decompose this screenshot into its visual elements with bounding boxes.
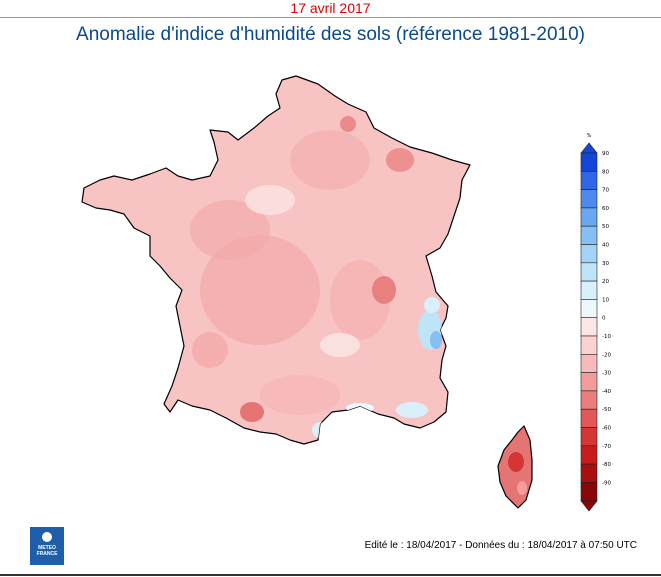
- colorbar-tick-label: 90: [602, 151, 609, 157]
- colorbar-segment: [580, 152, 598, 172]
- colorbar-tick-label: -20: [602, 352, 611, 358]
- colorbar-segment: [580, 482, 598, 501]
- logo-emblem: [42, 532, 52, 542]
- colorbar-segment: [580, 463, 598, 483]
- colorbar-segment: [580, 299, 598, 318]
- colorbar-bottom-arrow: [580, 500, 598, 512]
- colorbar-segment: [580, 390, 598, 410]
- map-title: Anomalie d'indice d'humidité des sols (r…: [76, 24, 585, 45]
- colorbar-unit: %: [587, 133, 592, 139]
- edit-info: Edité le : 18/04/2017 - Données du : 18/…: [364, 540, 637, 551]
- colorbar-segment: [580, 171, 598, 190]
- colorbar-segment: [580, 317, 598, 337]
- colorbar-tick-label: -30: [602, 371, 611, 377]
- colorbar-tick-label: 40: [602, 243, 609, 249]
- map-date: 17 avril 2017: [290, 0, 371, 16]
- france-mainland: [81, 75, 471, 445]
- colorbar-tick-label: 80: [602, 169, 609, 175]
- colorbar-tick-label: 50: [602, 224, 609, 230]
- colorbar-tick-label: -50: [602, 407, 611, 413]
- colorbar-segment: [580, 372, 598, 392]
- colorbar-tick-label: -40: [602, 389, 611, 395]
- colorbar-tick-label: -60: [602, 426, 611, 432]
- colorbar-tick-label: -70: [602, 444, 611, 450]
- colorbar-tick-label: 30: [602, 261, 609, 267]
- colorbar-segment: [580, 244, 598, 264]
- colorbar-segment: [580, 189, 598, 209]
- colorbar-segment: [580, 262, 598, 282]
- colorbar-tick-label: 0: [602, 316, 606, 322]
- corsica: [497, 425, 533, 509]
- colorbar-tick-label: -90: [602, 480, 611, 486]
- colorbar-segment: [580, 335, 598, 355]
- colorbar-segment: [580, 445, 598, 465]
- colorbar-tick-label: 70: [602, 188, 609, 194]
- colorbar-segment: [580, 225, 598, 245]
- colorbar-segment: [580, 280, 598, 300]
- colorbar-top-arrow: [580, 142, 598, 154]
- logo-text-line2: FRANCE: [36, 551, 58, 557]
- logo-text-line1: METEO: [38, 545, 56, 551]
- colorbar-tick-label: -10: [602, 334, 611, 340]
- colorbar-tick-label: 60: [602, 206, 609, 212]
- colorbar-segment: [580, 408, 598, 428]
- header-divider: [0, 17, 661, 18]
- footer-divider: [0, 574, 661, 576]
- colorbar-tick-label: 10: [602, 297, 609, 303]
- colorbar-segment: [580, 427, 598, 447]
- colorbar-segment: [580, 353, 598, 373]
- colorbar: % 90 80 70 60 50 40 30 20 10 0 -10 -20 -30 -40 -50 -60 -…: [580, 133, 611, 512]
- colorbar-tick-label: 20: [602, 279, 609, 285]
- colorbar-tick-label: -80: [602, 462, 611, 468]
- meteo-france-logo: METEO FRANCE: [30, 527, 64, 565]
- colorbar-segment: [580, 207, 598, 227]
